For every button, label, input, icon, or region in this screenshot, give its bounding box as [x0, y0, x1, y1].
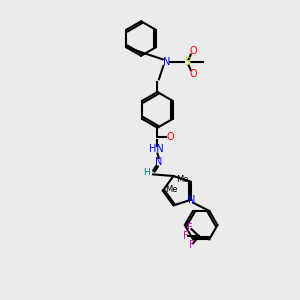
Text: F: F: [183, 231, 188, 241]
Text: O: O: [166, 132, 174, 142]
Text: HN: HN: [148, 144, 163, 154]
Text: F: F: [189, 240, 194, 250]
Text: O: O: [190, 46, 197, 56]
Text: H: H: [143, 168, 149, 177]
Text: N: N: [163, 57, 170, 67]
Text: Me: Me: [165, 185, 177, 194]
Text: N: N: [188, 195, 195, 205]
Text: F: F: [187, 223, 193, 233]
Text: S: S: [184, 57, 190, 67]
Text: Me: Me: [176, 175, 189, 184]
Text: N: N: [155, 157, 163, 167]
Text: O: O: [190, 69, 197, 79]
